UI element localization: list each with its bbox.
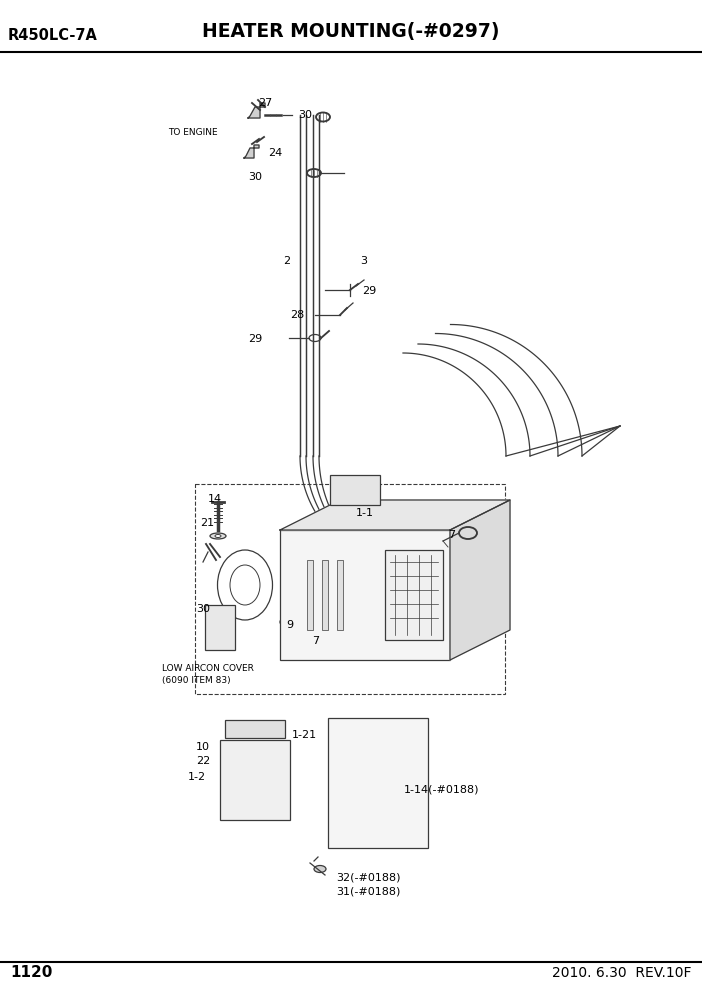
Bar <box>330 475 380 505</box>
Polygon shape <box>244 145 259 158</box>
Text: 21: 21 <box>200 518 214 528</box>
Text: 1-1: 1-1 <box>356 508 374 518</box>
Text: R450LC-7A: R450LC-7A <box>8 28 98 43</box>
Text: 22: 22 <box>196 756 211 766</box>
Text: 30: 30 <box>298 110 312 120</box>
Ellipse shape <box>210 533 226 539</box>
Text: 1120: 1120 <box>10 965 53 980</box>
Bar <box>220 740 290 820</box>
Text: 1-14(-#0188): 1-14(-#0188) <box>404 784 479 794</box>
Text: LOW AIRCON COVER: LOW AIRCON COVER <box>162 664 254 673</box>
Text: 14: 14 <box>208 494 222 504</box>
Bar <box>205 605 235 650</box>
Bar <box>322 560 328 630</box>
Polygon shape <box>280 500 510 530</box>
Text: (6090 ITEM 83): (6090 ITEM 83) <box>162 676 231 685</box>
Text: 32(-#0188): 32(-#0188) <box>336 872 401 882</box>
Text: 10: 10 <box>196 742 210 752</box>
Text: 31(-#0188): 31(-#0188) <box>336 886 400 896</box>
Bar <box>280 530 450 660</box>
Text: 27: 27 <box>258 98 272 108</box>
Bar <box>337 560 343 630</box>
Ellipse shape <box>314 865 326 873</box>
Text: 30: 30 <box>196 604 210 614</box>
Ellipse shape <box>215 535 221 538</box>
Text: 29: 29 <box>248 334 263 344</box>
Bar <box>385 550 443 640</box>
Bar <box>225 720 285 738</box>
Polygon shape <box>248 103 265 118</box>
Text: 28: 28 <box>290 310 304 320</box>
Text: 24: 24 <box>268 148 282 158</box>
Polygon shape <box>450 500 510 660</box>
Bar <box>307 560 313 630</box>
Text: 29: 29 <box>362 286 376 296</box>
Text: HEATER MOUNTING(-#0297): HEATER MOUNTING(-#0297) <box>202 22 500 41</box>
Bar <box>328 718 428 848</box>
Text: 3: 3 <box>360 256 367 266</box>
Text: 1-2: 1-2 <box>188 772 206 782</box>
Text: 2010. 6.30  REV.10F: 2010. 6.30 REV.10F <box>552 966 692 980</box>
Text: TO ENGINE: TO ENGINE <box>168 128 218 137</box>
Text: 1-21: 1-21 <box>292 730 317 740</box>
Text: 9: 9 <box>286 620 293 630</box>
Bar <box>195 484 505 694</box>
Text: 2: 2 <box>283 256 290 266</box>
Text: 7: 7 <box>312 636 319 646</box>
Text: 30: 30 <box>248 172 262 182</box>
Text: 7: 7 <box>448 530 455 540</box>
